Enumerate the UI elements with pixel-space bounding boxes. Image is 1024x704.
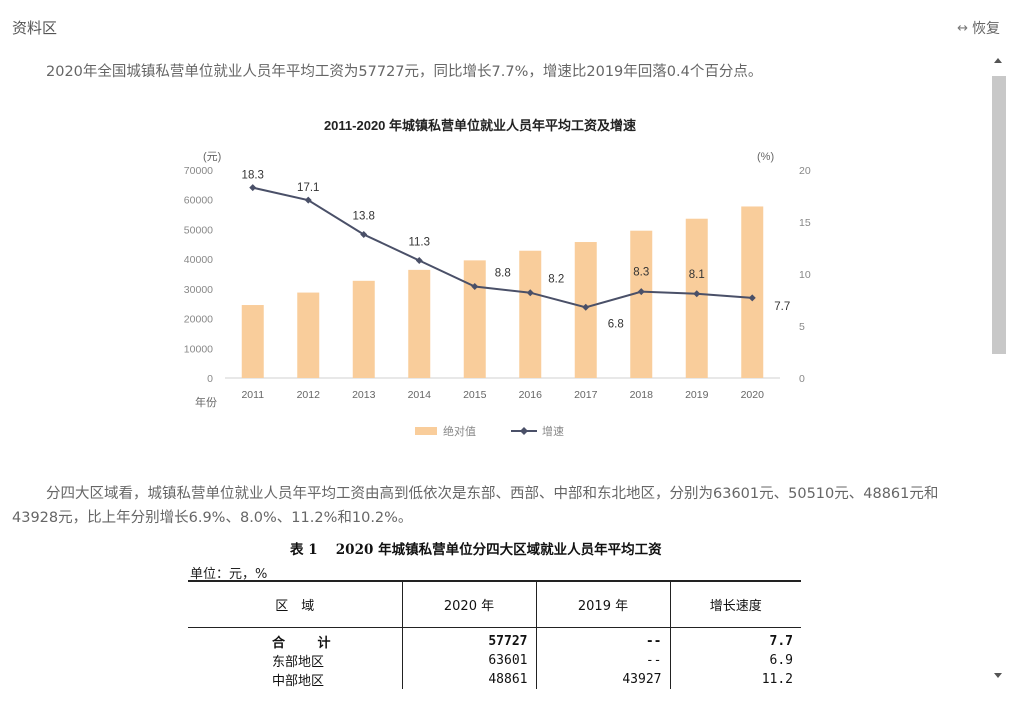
chart-title: 2011-2020 年城镇私营单位就业人员年平均工资及增速 xyxy=(324,118,636,133)
growth-data-label: 8.8 xyxy=(495,267,511,279)
growth-point-2012 xyxy=(304,196,312,204)
header-growth: 增长速度 xyxy=(669,580,801,628)
panel-title: 资料区 xyxy=(12,19,58,37)
cell-growth: 6.9 xyxy=(669,650,801,670)
bar-2018 xyxy=(630,230,653,378)
bar-2019 xyxy=(685,218,708,378)
growth-point-2019 xyxy=(693,290,701,298)
x-tick-label: 2015 xyxy=(463,389,487,401)
vertical-scrollbar[interactable] xyxy=(992,58,1006,698)
x-tick-label: 2018 xyxy=(630,389,654,401)
chart-svg: 2011-2020 年城镇私营单位就业人员年平均工资及增速 (元) (%) 0 1000… xyxy=(184,118,811,438)
x-tick-label: 2016 xyxy=(519,389,543,401)
right-axis-unit: (%) xyxy=(757,151,774,163)
right-tick-label: 15 xyxy=(799,217,811,229)
right-tick-label: 10 xyxy=(799,269,811,281)
growth-data-label: 6.8 xyxy=(608,318,624,330)
cell-2019: -- xyxy=(535,650,670,670)
summary-paragraph: 2020年全国城镇私营单位就业人员年平均工资为57727元，同比增长7.7%，增… xyxy=(46,64,763,80)
restore-label: 恢复 xyxy=(972,21,1000,37)
cell-2019: -- xyxy=(535,627,670,651)
growth-line xyxy=(252,186,753,309)
region-paragraph: 分四大区域看，城镇私营单位就业人员年平均工资由高到低依次是东部、西部、中部和东北… xyxy=(12,486,939,526)
cell-2020: 63601 xyxy=(401,650,536,670)
x-axis-label: 年份 xyxy=(195,395,217,409)
left-tick-label: 50000 xyxy=(184,224,213,236)
x-tick-label: 2014 xyxy=(408,389,432,401)
scroll-thumb[interactable] xyxy=(992,76,1006,354)
bar-2015 xyxy=(463,260,486,378)
bar-2011 xyxy=(241,305,264,378)
left-tick-label: 70000 xyxy=(184,165,213,177)
legend-bar-label: 绝对值 xyxy=(443,424,476,438)
x-tick-label: 2019 xyxy=(685,389,709,401)
clip-mask xyxy=(0,690,1000,704)
growth-data-label: 8.3 xyxy=(633,267,649,279)
scroll-up-arrow-icon[interactable] xyxy=(994,58,1002,63)
row-label: 东部地区 xyxy=(272,654,325,670)
bar-2016 xyxy=(519,250,542,378)
left-tick-label: 0 xyxy=(207,373,213,385)
header-2019: 2019 年 xyxy=(535,580,670,628)
growth-point-2020 xyxy=(748,294,756,302)
growth-point-2011 xyxy=(249,184,257,192)
right-tick-label: 5 xyxy=(799,321,805,333)
bar-2020 xyxy=(741,206,764,378)
cell-growth: 11.2 xyxy=(669,669,801,689)
left-tick-label: 60000 xyxy=(184,195,213,207)
table-row: 中部地区 48861 43927 11.2 xyxy=(188,669,801,689)
growth-point-2018 xyxy=(637,288,645,296)
right-tick-label: 20 xyxy=(799,165,811,177)
bar-2012 xyxy=(297,292,320,378)
wage-chart: 2011-2020 年城镇私营单位就业人员年平均工资及增速 (元) (%) 0 1000… xyxy=(175,108,825,448)
table-row: 合 计 57727 -- 7.7 xyxy=(188,627,801,651)
x-tick-label: 2011 xyxy=(241,389,264,401)
growth-point-2014 xyxy=(415,256,423,264)
table-row: 东部地区 63601 -- 6.9 xyxy=(188,650,801,670)
x-tick-label: 2017 xyxy=(574,389,598,401)
cell-2019: 43927 xyxy=(535,669,670,689)
left-tick-label: 30000 xyxy=(184,284,213,296)
growth-point-2017 xyxy=(582,303,590,311)
row-label: 中部地区 xyxy=(272,673,325,689)
growth-data-label: 8.2 xyxy=(548,274,564,286)
cell-2020: 57727 xyxy=(401,627,536,651)
growth-data-label: 7.7 xyxy=(774,301,790,313)
x-tick-label: 2013 xyxy=(352,389,376,401)
x-tick-label: 2020 xyxy=(741,389,765,401)
right-tick-label: 0 xyxy=(799,373,805,385)
bar-2014 xyxy=(408,269,431,378)
left-tick-label: 40000 xyxy=(184,254,213,266)
table-unit: 单位：元，% xyxy=(190,567,268,582)
region-wage-table: 区 域 2020 年 2019 年 增长速度 合 计 57727 -- 7.7 … xyxy=(188,580,801,689)
scroll-down-arrow-icon[interactable] xyxy=(994,673,1002,678)
left-tick-label: 20000 xyxy=(184,314,213,326)
legend-line-marker xyxy=(520,427,528,435)
legend-line-label: 增速 xyxy=(542,424,564,438)
growth-point-2015 xyxy=(471,282,479,290)
bar-2013 xyxy=(352,280,375,378)
cell-growth: 7.7 xyxy=(669,627,801,651)
header-2020: 2020 年 xyxy=(401,580,536,628)
left-axis-unit: (元) xyxy=(203,151,221,163)
growth-data-label: 18.3 xyxy=(242,170,264,182)
growth-data-label: 13.8 xyxy=(353,210,375,222)
header-region: 区 域 xyxy=(188,580,402,628)
legend-bar-swatch xyxy=(415,427,437,435)
row-label: 合 计 xyxy=(272,635,345,651)
growth-point-2016 xyxy=(526,289,534,297)
expand-arrows-icon: ↔ xyxy=(957,20,968,36)
growth-data-label: 11.3 xyxy=(408,236,430,248)
left-tick-label: 10000 xyxy=(184,343,213,355)
table-title: 表 1 2020 年城镇私营单位分四大区域就业人员年平均工资 xyxy=(290,542,662,558)
x-tick-label: 2012 xyxy=(297,389,321,401)
growth-data-label: 17.1 xyxy=(297,182,319,194)
restore-button[interactable]: ↔ 恢复 xyxy=(957,18,1000,38)
cell-2020: 48861 xyxy=(401,669,536,689)
growth-point-2013 xyxy=(360,230,368,238)
growth-data-label: 8.1 xyxy=(689,269,705,281)
